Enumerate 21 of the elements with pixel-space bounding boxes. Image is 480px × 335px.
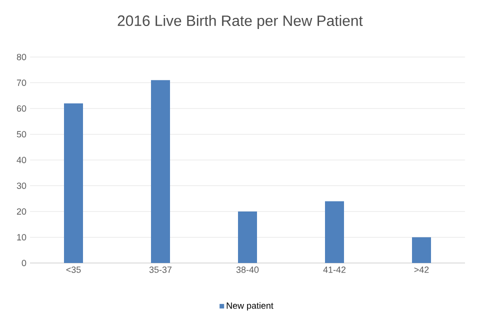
y-tick-label: 30 <box>16 182 26 189</box>
chart-title: 2016 Live Birth Rate per New Patient <box>118 15 363 29</box>
y-tick-label: 20 <box>16 208 26 215</box>
y-tick-label: 10 <box>17 234 26 240</box>
y-tick-label: 60 <box>16 105 26 112</box>
bar <box>238 212 258 263</box>
x-tick-label: 38-40 <box>236 266 259 273</box>
x-tick-label: >42 <box>414 266 429 273</box>
bar <box>412 237 432 263</box>
y-tick-label: 40 <box>16 156 26 164</box>
bar <box>151 80 170 263</box>
y-tick-label: 70 <box>16 80 26 86</box>
y-tick-label: 50 <box>16 131 26 138</box>
bar <box>64 103 83 263</box>
x-tick-label: 41-42 <box>323 266 346 273</box>
x-tick-label: 35-37 <box>149 266 172 273</box>
y-tick-label: 0 <box>22 260 26 266</box>
y-tick-label: 80 <box>16 54 26 60</box>
legend-label: New patient <box>226 302 274 311</box>
bar <box>325 201 344 263</box>
x-tick-label: <35 <box>66 266 81 273</box>
